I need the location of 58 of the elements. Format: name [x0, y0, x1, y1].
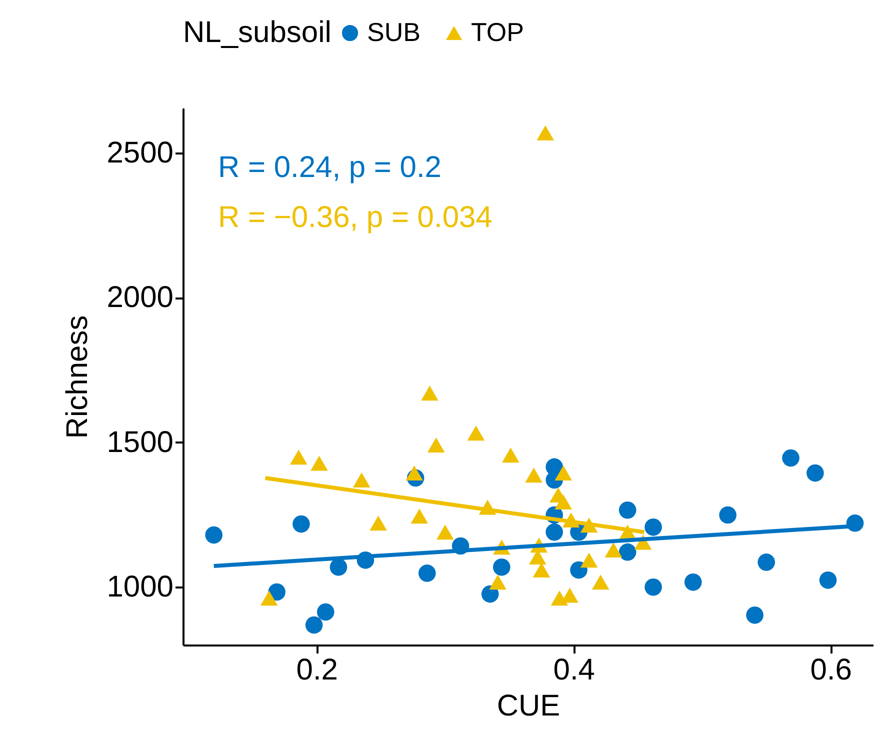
- point: [684, 574, 702, 591]
- point: [536, 125, 554, 140]
- point: [806, 464, 824, 482]
- point: [580, 552, 598, 568]
- point: [532, 562, 550, 578]
- legend-label: TOP: [471, 17, 524, 47]
- point: [570, 561, 588, 579]
- point: [370, 516, 387, 531]
- point: [592, 574, 610, 590]
- y-tick-label: 1000: [106, 570, 174, 604]
- y-tick-label: 2000: [106, 281, 174, 314]
- point: [819, 572, 837, 589]
- point: [782, 449, 800, 467]
- point: [316, 603, 334, 621]
- annotation: R = −0.36, p = 0.034: [218, 201, 492, 234]
- x-axis-title: CUE: [496, 690, 560, 722]
- y-tick-label: 2500: [106, 136, 174, 170]
- point: [352, 472, 370, 488]
- point: [305, 616, 323, 634]
- legend-label: SUB: [367, 17, 420, 47]
- x-tick-label: 0.4: [553, 654, 595, 686]
- point: [644, 578, 662, 596]
- point: [330, 558, 348, 576]
- legend-title: NL_subsoil: [183, 16, 332, 49]
- point: [618, 543, 636, 561]
- annotation: R = 0.24, p = 0.2: [218, 151, 442, 184]
- point: [493, 558, 510, 576]
- point: [546, 523, 563, 541]
- point: [427, 437, 445, 452]
- point: [467, 426, 485, 441]
- point: [719, 506, 736, 524]
- point: [758, 554, 776, 571]
- point: [436, 524, 454, 540]
- point: [406, 466, 423, 481]
- point: [310, 456, 328, 471]
- y-tick-label: 1500: [106, 426, 174, 459]
- point: [644, 518, 662, 536]
- point: [554, 494, 572, 510]
- point: [502, 448, 520, 463]
- point: [205, 526, 222, 544]
- point: [489, 574, 506, 590]
- point: [290, 450, 308, 465]
- point: [604, 542, 622, 558]
- y-axis-title: Richness: [60, 315, 94, 439]
- point: [421, 386, 438, 401]
- point: [554, 466, 572, 481]
- point: [410, 508, 428, 524]
- point: [418, 564, 436, 582]
- point: [260, 590, 278, 606]
- point: [550, 590, 568, 606]
- x-tick-label: 0.6: [810, 654, 852, 686]
- point: [292, 515, 310, 533]
- point: [618, 501, 636, 519]
- point: [481, 585, 499, 603]
- x-tick-label: 0.2: [296, 654, 338, 686]
- point: [268, 583, 286, 601]
- point: [746, 606, 764, 624]
- point: [525, 468, 542, 483]
